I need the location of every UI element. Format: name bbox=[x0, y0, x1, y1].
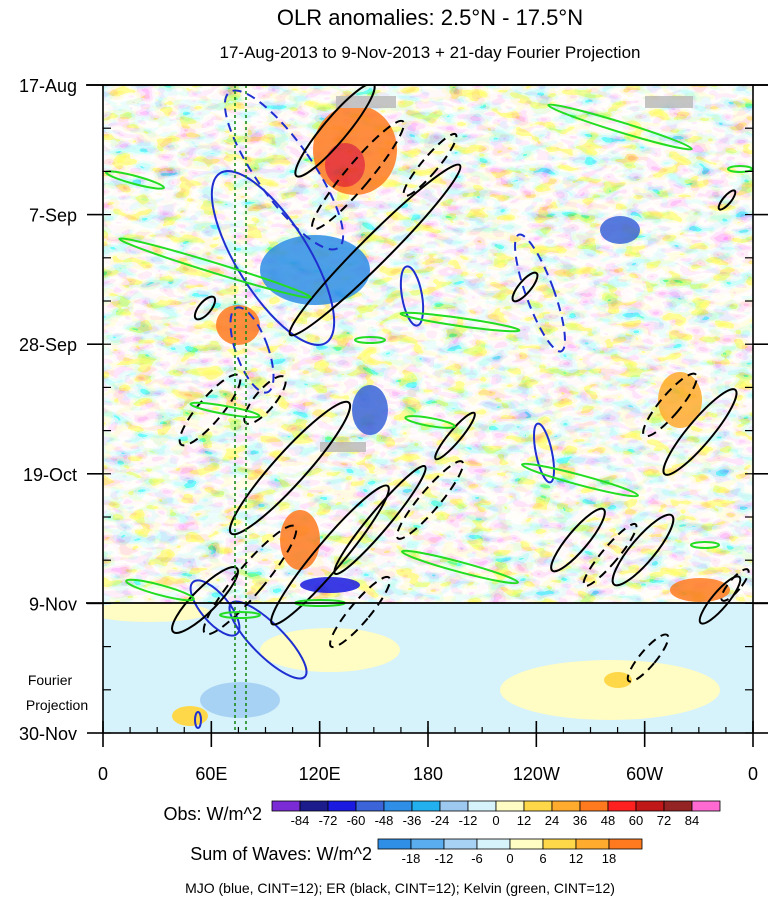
obs-colorbar-level-label: 0 bbox=[492, 813, 499, 828]
wave-colorbar-swatch bbox=[542, 838, 577, 850]
obs-anomaly-field bbox=[103, 85, 753, 603]
obs-colorbar-swatch bbox=[523, 800, 553, 812]
wave-colorbar-swatch bbox=[410, 838, 445, 850]
x-tick-label: 60E bbox=[195, 764, 227, 784]
legend-note: MJO (blue, CINT=12); ER (black, CINT=12)… bbox=[185, 880, 615, 896]
wave-colorbar-level-label: 0 bbox=[506, 851, 513, 866]
wave-colorbar-swatch bbox=[509, 838, 544, 850]
obs-colorbar-level-label: -24 bbox=[431, 813, 450, 828]
obs-colorbar-swatch bbox=[691, 800, 721, 812]
wave-colorbar-level-label: 6 bbox=[539, 851, 546, 866]
obs-colorbar-swatch bbox=[607, 800, 637, 812]
x-tick-label: 60W bbox=[626, 764, 663, 784]
y-tick-label: 30-Nov bbox=[19, 724, 77, 744]
axes: 17-Aug 7-Sep 28-Sep 19-Oct 9-Nov 30-Nov 0 60E 12… bbox=[19, 76, 768, 784]
obs-colorbar-swatch bbox=[467, 800, 497, 812]
wave-colorbar-swatch bbox=[575, 838, 610, 850]
x-tick-label: 0 bbox=[748, 764, 758, 784]
wave-colorbar-swatch bbox=[608, 838, 643, 850]
obs-colorbar-level-label: 24 bbox=[545, 813, 559, 828]
obs-colorbar-level-label: -60 bbox=[347, 813, 366, 828]
wave-colorbar-level-label: 18 bbox=[602, 851, 616, 866]
wave-colorbar-swatch bbox=[443, 838, 478, 850]
projection-label-line-2: Projection bbox=[26, 697, 88, 713]
y-tick-label: 28-Sep bbox=[19, 335, 77, 355]
x-tick-label: 120E bbox=[299, 764, 341, 784]
wave-colorbar-swatch bbox=[476, 838, 511, 850]
y-tick-label: 17-Aug bbox=[19, 76, 77, 96]
obs-colorbar-swatch bbox=[327, 800, 357, 812]
x-tick-label: 180 bbox=[413, 764, 443, 784]
projection-blobs bbox=[103, 602, 720, 726]
obs-colorbar-level-label: 36 bbox=[573, 813, 587, 828]
obs-colorbar-swatch bbox=[635, 800, 665, 812]
obs-colorbar-level-label: -36 bbox=[403, 813, 422, 828]
chart-subtitle: 17-Aug-2013 to 9-Nov-2013 + 21-day Fouri… bbox=[220, 43, 641, 62]
obs-colorbar-level-label: 72 bbox=[657, 813, 671, 828]
obs-colorbar-level-label: -72 bbox=[319, 813, 338, 828]
obs-colorbar-level-label: 84 bbox=[685, 813, 699, 828]
colorbars: -84 -72 -60 -48 -36 -24 -12 0 12 24 36 48 60 72 84-18-… bbox=[271, 800, 721, 866]
wave-colorbar-swatch bbox=[377, 838, 412, 850]
projection-label-line-1: Fourier bbox=[28, 672, 73, 688]
obs-colorbar-level-label: 12 bbox=[517, 813, 531, 828]
wave-colorbar-level-label: -12 bbox=[435, 851, 454, 866]
obs-colorbar-swatch bbox=[439, 800, 469, 812]
obs-colorbar-swatch bbox=[495, 800, 525, 812]
x-tick-label: 0 bbox=[98, 764, 108, 784]
obs-colorbar-level-label: -12 bbox=[459, 813, 478, 828]
obs-colorbar-swatch bbox=[579, 800, 609, 812]
obs-colorbar-level-label: 60 bbox=[629, 813, 643, 828]
obs-colorbar-swatch bbox=[411, 800, 441, 812]
obs-colorbar-level-label: 48 bbox=[601, 813, 615, 828]
obs-colorbar-label: Obs: W/m^2 bbox=[164, 804, 262, 824]
reference-lines bbox=[234, 85, 247, 733]
y-tick-label: 7-Sep bbox=[29, 206, 77, 226]
chart-title: OLR anomalies: 2.5°N - 17.5°N bbox=[277, 5, 583, 30]
obs-colorbar-swatch bbox=[299, 800, 329, 812]
y-tick-label: 9-Nov bbox=[29, 594, 77, 614]
er-contours bbox=[171, 85, 742, 634]
obs-colorbar-swatch bbox=[271, 800, 301, 812]
x-tick-label: 120W bbox=[513, 764, 560, 784]
obs-colorbar-swatch bbox=[551, 800, 581, 812]
kelvin-contours bbox=[105, 103, 753, 619]
obs-colorbar-swatch bbox=[663, 800, 693, 812]
plot-area bbox=[103, 85, 753, 733]
obs-colorbar-swatch bbox=[355, 800, 385, 812]
mjo-contours bbox=[189, 89, 566, 729]
obs-colorbar-swatch bbox=[383, 800, 413, 812]
y-tick-label: 19-Oct bbox=[23, 465, 77, 485]
wave-colorbar-label: Sum of Waves: W/m^2 bbox=[190, 844, 372, 864]
obs-colorbar-level-label: -84 bbox=[291, 813, 310, 828]
wave-colorbar-level-label: 12 bbox=[569, 851, 583, 866]
wave-colorbar-level-label: -18 bbox=[402, 851, 421, 866]
wave-colorbar-level-label: -6 bbox=[471, 851, 483, 866]
obs-colorbar-level-label: -48 bbox=[375, 813, 394, 828]
